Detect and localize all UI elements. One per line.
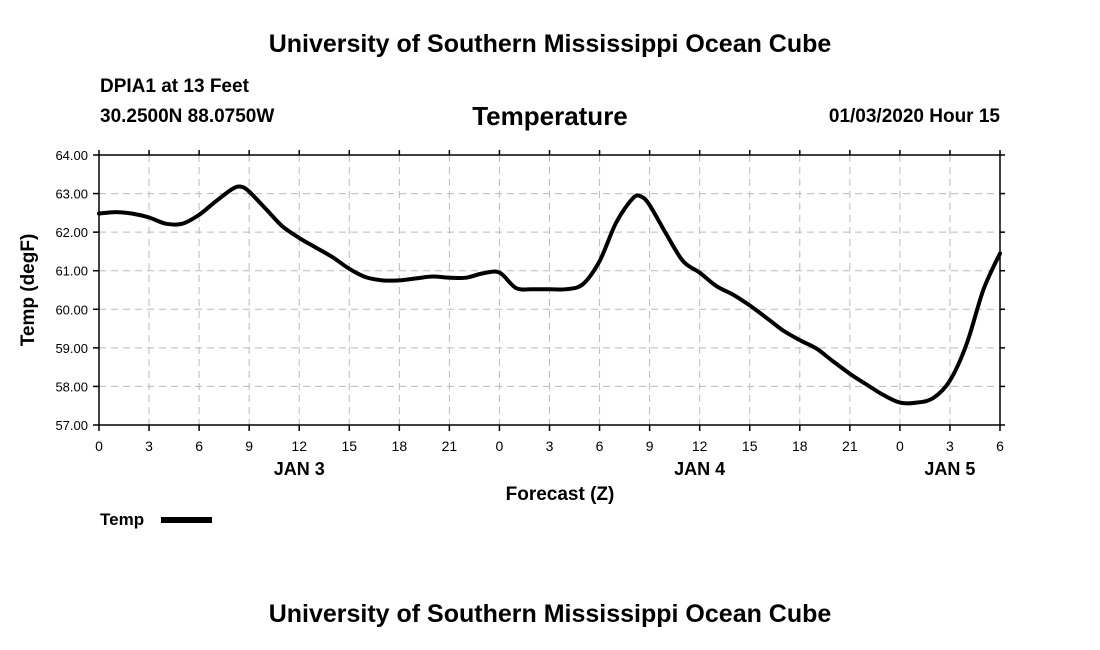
x-tick-label: 3	[145, 438, 153, 454]
x-tick-label: 3	[946, 438, 954, 454]
x-tick-label: 0	[95, 438, 103, 454]
y-tick-label: 59.00	[55, 341, 88, 356]
day-label: JAN 4	[674, 459, 725, 479]
temp-series-line	[97, 184, 1002, 406]
y-tick-label: 64.00	[55, 148, 88, 163]
x-tick-label: 21	[842, 438, 858, 454]
location-label: 30.2500N 88.0750W	[100, 106, 275, 127]
day-label: JAN 5	[924, 459, 975, 479]
plot-frame	[98, 154, 1001, 426]
legend-label: Temp	[100, 510, 144, 529]
x-tick-label: 6	[996, 438, 1004, 454]
x-tick-label: 6	[195, 438, 203, 454]
y-tick-label: 61.00	[55, 264, 88, 279]
x-tick-label: 3	[546, 438, 554, 454]
y-tick-label: 58.00	[55, 379, 88, 394]
day-label: JAN 3	[274, 459, 325, 479]
y-tick-label: 57.00	[55, 418, 88, 433]
y-tick-label: 63.00	[55, 187, 88, 202]
day-labels: JAN 3 JAN 4 JAN 5	[274, 459, 976, 479]
x-tick-label: 18	[792, 438, 808, 454]
chart-title: Temperature	[472, 101, 628, 131]
x-tick-label: 9	[245, 438, 253, 454]
x-tick-label: 9	[646, 438, 654, 454]
y-tick-label: 60.00	[55, 302, 88, 317]
x-tick-label: 12	[291, 438, 307, 454]
x-axis: 0 3 6 9 12 15 18 21 0 3 6 9 12 15 18 21 0 3 6	[95, 150, 1004, 454]
x-tick-label: 15	[742, 438, 758, 454]
page-title: University of Southern Mississippi Ocean…	[268, 30, 832, 58]
y-axis: 57.00 58.00 59.00 60.00 61.00 62.00 63.00 64.00	[55, 148, 1005, 433]
station-label: DPIA1 at 13 Feet	[100, 76, 249, 97]
datetime-label: 01/03/2020 Hour 15	[828, 106, 1000, 127]
x-tick-label: 15	[341, 438, 357, 454]
y-axis-label: Temp (degF)	[18, 234, 39, 347]
x-tick-label: 12	[692, 438, 708, 454]
footer-title: University of Southern Mississippi Ocean…	[268, 600, 832, 628]
x-axis-label: Forecast (Z)	[506, 484, 615, 505]
x-tick-label: 0	[896, 438, 904, 454]
chart-grid	[99, 155, 1000, 425]
x-tick-label: 18	[392, 438, 408, 454]
x-tick-label: 0	[496, 438, 504, 454]
x-tick-label: 6	[596, 438, 604, 454]
y-tick-label: 62.00	[55, 225, 88, 240]
x-tick-label: 21	[442, 438, 458, 454]
